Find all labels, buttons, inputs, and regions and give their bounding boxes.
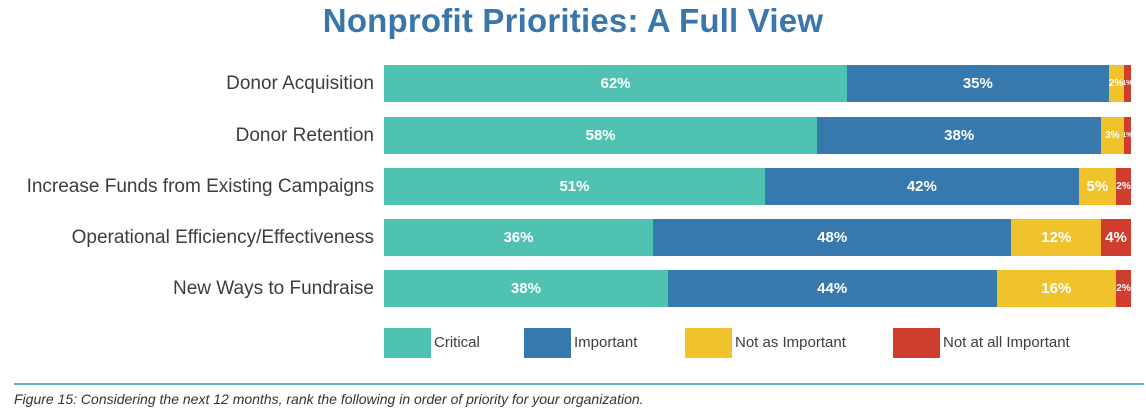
legend-label-important: Important — [574, 334, 638, 351]
bar-donor-retention-not-at-all-important: 1% — [1123, 117, 1131, 154]
data-label: 12% — [1041, 229, 1072, 246]
data-label: 2% — [1116, 283, 1131, 294]
bar-donor-acquisition-not-at-all-important: 1% — [1123, 65, 1131, 102]
data-label: 51% — [559, 178, 590, 195]
data-label: 4% — [1105, 229, 1127, 246]
data-label: 2% — [1116, 181, 1131, 192]
data-label: 35% — [962, 75, 993, 92]
bar-new-ways-to-fundraise-not-as-important: 16% — [996, 270, 1117, 307]
data-label: 62% — [600, 75, 631, 92]
bar-donor-retention-important: 38% — [817, 117, 1102, 154]
data-label: 38% — [510, 280, 541, 297]
data-label: 2% — [1108, 78, 1124, 89]
bar-operational-efficiency-effectiveness-not-as-important: 12% — [1011, 219, 1102, 256]
category-label-donor-acquisition: Donor Acquisition — [226, 73, 374, 94]
legend-swatch-not-at-all-important — [893, 328, 940, 358]
data-label: 42% — [906, 178, 937, 195]
bar-new-ways-to-fundraise-not-at-all-important: 2% — [1116, 270, 1131, 307]
bar-donor-acquisition-critical: 62% — [384, 65, 848, 102]
bar-increase-funds-from-existing-campaigns-important: 42% — [764, 168, 1079, 205]
bar-operational-efficiency-effectiveness-important: 48% — [652, 219, 1012, 256]
data-label: 5% — [1086, 178, 1109, 195]
bar-operational-efficiency-effectiveness-critical: 36% — [384, 219, 653, 256]
bar-donor-retention-critical: 58% — [384, 117, 818, 154]
category-label-increase-funds-from-existing-campaigns: Increase Funds from Existing Campaigns — [26, 176, 374, 197]
data-label: 1% — [1123, 80, 1131, 87]
legend-label-not-at-all-important: Not at all Important — [943, 334, 1070, 351]
legend-swatch-important — [524, 328, 571, 358]
bar-donor-acquisition-not-as-important: 2% — [1108, 65, 1124, 102]
category-label-new-ways-to-fundraise: New Ways to Fundraise — [173, 278, 374, 299]
bar-operational-efficiency-effectiveness-not-at-all-important: 4% — [1101, 219, 1131, 256]
legend-swatch-critical — [384, 328, 431, 358]
data-label: 48% — [817, 229, 848, 246]
bar-donor-retention-not-as-important: 3% — [1101, 117, 1124, 154]
caption-divider — [14, 383, 1144, 385]
data-label: 1% — [1123, 132, 1131, 139]
data-label: 36% — [503, 229, 534, 246]
data-label: 3% — [1105, 130, 1120, 141]
bar-new-ways-to-fundraise-important: 44% — [667, 270, 997, 307]
data-label: 44% — [817, 280, 848, 297]
legend-label-critical: Critical — [434, 334, 480, 351]
data-label: 38% — [944, 127, 975, 144]
bar-donor-acquisition-important: 35% — [847, 65, 1109, 102]
legend-swatch-not-as-important — [685, 328, 732, 358]
bar-increase-funds-from-existing-campaigns-critical: 51% — [384, 168, 765, 205]
bar-increase-funds-from-existing-campaigns-not-at-all-important: 2% — [1116, 168, 1131, 205]
figure-caption: Figure 15: Considering the next 12 month… — [14, 391, 644, 407]
data-label: 16% — [1041, 280, 1072, 297]
bar-new-ways-to-fundraise-critical: 38% — [384, 270, 668, 307]
category-label-donor-retention: Donor Retention — [235, 125, 374, 146]
bar-increase-funds-from-existing-campaigns-not-as-important: 5% — [1078, 168, 1117, 205]
data-label: 58% — [585, 127, 616, 144]
category-label-operational-efficiency-effectiveness: Operational Efficiency/Effectiveness — [71, 227, 374, 248]
legend-label-not-as-important: Not as Important — [735, 334, 846, 351]
chart-title: Nonprofit Priorities: A Full View — [322, 2, 824, 39]
